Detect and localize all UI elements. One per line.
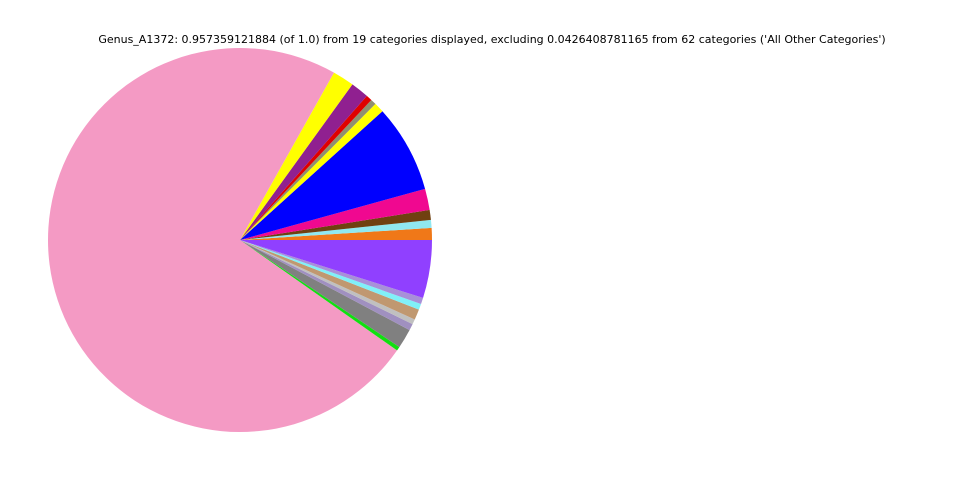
pie-slice — [240, 240, 424, 304]
pie-slice — [240, 227, 432, 240]
pie-slice — [240, 209, 431, 240]
pie-slice — [240, 240, 422, 310]
pie-slice — [240, 240, 413, 331]
pie-slice — [240, 188, 430, 240]
pie-slice — [240, 240, 410, 348]
pie-slice — [240, 240, 400, 351]
pie-slice — [240, 219, 432, 240]
pie-slice — [240, 111, 426, 240]
pie-slice — [240, 84, 367, 240]
pie-slice — [240, 240, 432, 298]
pie-slice — [240, 240, 419, 320]
pie-slice — [240, 103, 383, 240]
pie-slice — [47, 48, 398, 433]
pie-slice — [240, 240, 415, 325]
pie-slice — [240, 95, 372, 240]
pie-slice — [240, 72, 353, 240]
pie-slice — [240, 99, 376, 240]
chart-title: Genus_A1372: 0.957359121884 (of 1.0) fro… — [98, 33, 885, 46]
